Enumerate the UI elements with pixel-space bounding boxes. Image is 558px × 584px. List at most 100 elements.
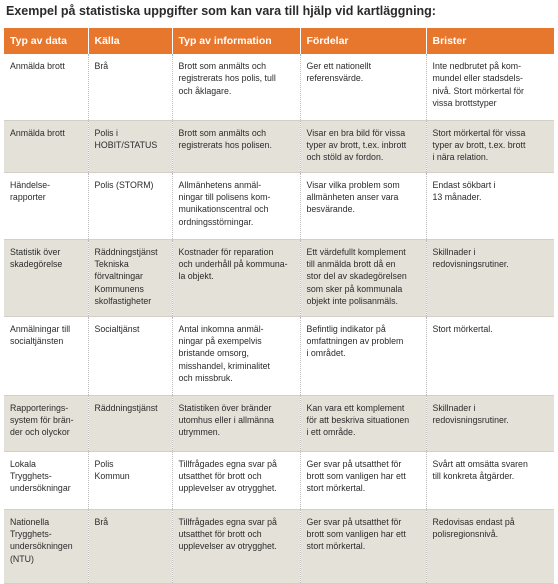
cell-text-line: la objekt. — [178, 271, 214, 282]
cell-info: Statistiken över bränder utomhus eller i … — [172, 395, 301, 452]
cell-info: Antal inkomna anmäl-ningar på exempelvis… — [172, 316, 301, 396]
cell-text-line: Kostnader för reparation — [178, 246, 274, 257]
cell-text-line: och stöld av fordon. — [306, 152, 384, 163]
cell-text-line: skadegörelse — [10, 258, 63, 269]
table-row: Lokala Trygghets-undersökningar Polis Kommu… — [4, 451, 554, 510]
cell-text-line: Antal inkomna anmäl- — [178, 323, 264, 334]
cell-text-line: ordningsstörningar. — [178, 216, 254, 227]
cell-text-line: stort mörkertal. — [306, 541, 366, 552]
cell-text-line: typer av brott, t.ex. brott — [432, 139, 526, 150]
cell-brister: Stort mörkertal för vissa typer av brott,… — [426, 120, 554, 173]
cell-text-line: typer av brott, t.ex. inbrott — [306, 139, 407, 150]
table-row: Anmälningar till socialtjänsten Socialtjän… — [4, 316, 554, 396]
cell-text-line: Statistik över — [10, 246, 61, 257]
cell-info: Allmänhetens anmäl-ningar till polisens … — [172, 172, 301, 240]
cell-text-line: HOBIT/STATUS — [94, 139, 158, 150]
cell-text-line: Inte nedbrutet på kom- — [432, 61, 522, 71]
cell-text-line: bristande omsorg, — [178, 348, 249, 359]
cell-text-line: munikationscentral och — [178, 204, 269, 215]
cell-text-line: Anmälda brott — [10, 127, 65, 138]
cell-text-line: ningar till polisens kom- — [178, 191, 271, 202]
cell-text-line: Socialtjänst — [94, 323, 140, 334]
table-row: Statistik över skadegörelse Räddningstjäns… — [4, 239, 554, 317]
cell-brister: Skillnader i redovisningsrutiner. — [426, 239, 554, 317]
cell-text-line: utrymmen. — [178, 427, 221, 438]
cell-text-line: Anmälningar till — [10, 323, 71, 334]
cell-text-line: allmänheten anser vara — [306, 191, 399, 202]
cell-text-line: der och olyckor — [10, 427, 70, 438]
cell-text-line: Brå — [94, 516, 109, 527]
cell-text-line: Ger svar på utsatthet för — [306, 458, 402, 469]
cell-text-line: Räddningstjänst — [94, 246, 158, 257]
cell-info: Brott som anmälts och registrerats hos po… — [172, 120, 301, 173]
cell-text-line: och missbruk. — [178, 373, 233, 384]
table-row: Nationella Trygghets-undersökningen (NTU) B… — [4, 509, 554, 584]
cell-kalla: Räddningstjänst Tekniska förvaltningar Komm… — [88, 239, 173, 317]
cell-text-line: utsatthet för brott och — [178, 470, 262, 481]
cell-typ: Lokala Trygghets-undersökningar — [4, 451, 89, 510]
cell-text-line: socialtjänsten — [10, 335, 64, 346]
cell-text-line: till anmälda brott då en — [306, 258, 396, 269]
cell-info: Brott som anmälts och registrerats hos po… — [172, 54, 301, 121]
cell-brister: Stort mörkertal. — [426, 316, 554, 396]
cell-text-line: Tillfrågades egna svar på — [178, 516, 277, 527]
cell-text-line: redovisningsrutiner. — [432, 258, 509, 269]
cell-text-line: misshandel, kriminalitet — [178, 360, 270, 371]
cell-fordelar: Ger ett nationellt referensvärde. — [300, 54, 427, 121]
cell-text-line: stor del av skadegörelsen — [306, 271, 407, 282]
cell-kalla: Räddningstjänst — [88, 395, 173, 452]
column-header-info: Typ av information — [172, 28, 301, 54]
cell-text-line: upplevelser av otrygghet. — [178, 483, 277, 494]
table-row: Anmälda brott Brå Brott som anmälts och reg… — [4, 54, 554, 121]
cell-text-line: brott som vanligen har ett — [306, 528, 406, 539]
cell-text-line: Polis — [94, 458, 114, 469]
cell-text-line: för att beskriva situationen — [306, 414, 410, 425]
table-row: Rapporterings-system för brän-der och ol… — [4, 395, 554, 452]
cell-text-line: stort mörkertal. — [306, 483, 366, 494]
cell-fordelar: Befintlig indikator på omfattningen av pr… — [300, 316, 427, 396]
cell-text-line: Trygghets- — [10, 528, 52, 539]
cell-text-line: upplevelser av otrygghet. — [178, 541, 277, 552]
cell-text-line: registrerats hos polisen. — [178, 139, 272, 150]
cell-text-line: utomhus eller i allmänna — [178, 414, 274, 425]
cell-kalla: Brå — [88, 509, 173, 584]
cell-text-line: Anmälda brott — [10, 61, 65, 71]
cell-text-line: Stort mörkertal för vissa — [432, 127, 526, 138]
cell-text-line: Kommunens — [94, 283, 144, 294]
cell-typ: Nationella Trygghets-undersökningen (NTU) — [4, 509, 89, 584]
cell-fordelar: Visar en bra bild för vissa typer av brot… — [300, 120, 427, 173]
cell-text-line: Nationella — [10, 516, 50, 527]
cell-text-line: brott som vanligen har ett — [306, 470, 406, 481]
cell-text-line: Brå — [94, 61, 109, 71]
cell-text-line: redovisningsrutiner. — [432, 414, 509, 425]
column-header-brister: Brister — [426, 28, 554, 54]
cell-text-line: Händelse- — [10, 179, 51, 190]
cell-fordelar: Kan vara ett komplement för att beskriva … — [300, 395, 427, 452]
cell-fordelar: Ger svar på utsatthet för brott som vanli… — [300, 451, 427, 510]
cell-text-line: Polis i — [94, 127, 118, 138]
cell-text-line: Trygghets- — [10, 470, 52, 481]
cell-info: Tillfrågades egna svar på utsatthet för b… — [172, 451, 301, 510]
cell-text-line: Visar en bra bild för vissa — [306, 127, 406, 138]
cell-text-line: Ger ett nationellt — [306, 61, 372, 71]
page-title: Exempel på statistiska uppgifter som kan… — [6, 4, 436, 18]
cell-text-line: polisregionsnivå. — [432, 528, 499, 539]
statistics-table: Typ av data Källa Typ av information För… — [4, 28, 554, 584]
cell-text-line: ningar på exempelvis — [178, 335, 262, 346]
cell-text-line: registrerats hos polis, tull — [178, 73, 276, 84]
cell-info: Tillfrågades egna svar på utsatthet för b… — [172, 509, 301, 584]
cell-text-line: system för brän- — [10, 414, 74, 425]
cell-text-line: vissa brottstyper — [432, 98, 497, 109]
cell-brister: Endast sökbart i 13 månader. — [426, 172, 554, 240]
cell-text-line: Ett värdefullt komplement — [306, 246, 406, 257]
cell-text-line: i nära relation. — [432, 152, 489, 163]
cell-text-line: Rapporterings- — [10, 402, 69, 413]
cell-text-line: och underhåll på kommuna- — [178, 258, 288, 269]
cell-kalla: Brå — [88, 54, 173, 121]
cell-text-line: Räddningstjänst — [94, 402, 158, 413]
cell-text-line: Allmänhetens anmäl- — [178, 179, 262, 190]
cell-text-line: rapporter — [10, 191, 46, 202]
table-header-row: Typ av data Källa Typ av information För… — [4, 28, 554, 54]
cell-text-line: (NTU) — [10, 553, 34, 564]
cell-text-line: Visar vilka problem som — [306, 179, 400, 190]
